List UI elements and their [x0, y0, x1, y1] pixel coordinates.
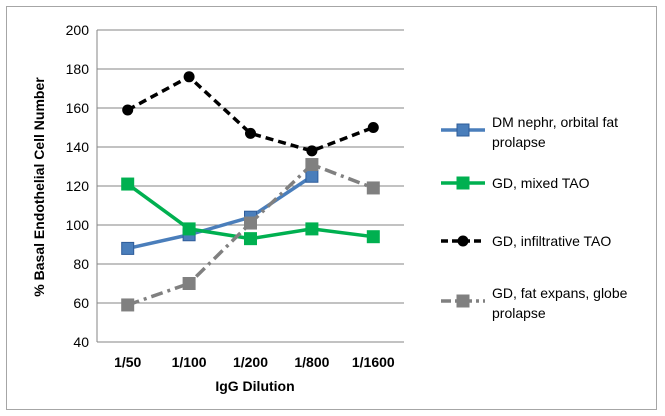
legend: DM nephr, orbital fat prolapse GD, mixed T… — [441, 114, 628, 321]
data-point — [244, 232, 257, 246]
data-point — [366, 181, 380, 195]
x-tick-label: 1/800 — [294, 354, 329, 370]
y-tick-label: 40 — [73, 334, 89, 350]
y-tick-label: 160 — [66, 100, 90, 116]
series-line — [126, 75, 374, 153]
legend-label: GD, infiltrative TAO — [492, 233, 611, 249]
data-point — [122, 104, 134, 116]
data-point — [457, 235, 469, 247]
x-axis-title: IgG Dilution — [215, 378, 294, 394]
data-point — [121, 298, 135, 312]
legend-item: GD, fat expans, globe prolapse — [441, 285, 628, 321]
y-tick-label: 200 — [66, 22, 90, 38]
data-point — [182, 277, 196, 290]
data-point — [366, 230, 380, 244]
x-tick-label: 1/100 — [172, 354, 207, 370]
legend-label: GD, fat expans, globe — [492, 285, 628, 301]
gridlines — [96, 29, 404, 343]
y-tick-label: 140 — [66, 139, 90, 155]
legend-label: prolapse — [492, 134, 546, 150]
data-point — [306, 145, 318, 157]
data-point — [367, 122, 379, 133]
data-point — [456, 176, 470, 190]
legend-label: GD, mixed TAO — [492, 175, 590, 191]
legend-label: DM nephr, orbital fat — [492, 114, 618, 130]
x-tick-label: 1/1600 — [352, 354, 395, 370]
series-line — [127, 174, 313, 251]
data-point — [456, 123, 470, 137]
y-tick-label: 120 — [66, 178, 90, 194]
y-tick-label: 60 — [73, 295, 89, 311]
data-point — [121, 177, 135, 191]
data-point — [182, 222, 196, 236]
data-point — [305, 169, 319, 183]
data-point — [305, 158, 319, 172]
data-point — [456, 294, 470, 308]
y-axis-title: % Basal Endothelial Cell Number — [31, 77, 47, 297]
legend-label: prolapse — [492, 305, 546, 321]
data-point — [245, 127, 256, 139]
y-tick-label: 100 — [66, 217, 90, 233]
legend-item: GD, infiltrative TAO — [441, 233, 611, 249]
legend-item: GD, mixed TAO — [441, 175, 590, 191]
series-4 — [121, 158, 380, 312]
data-point — [121, 241, 135, 255]
series-3 — [122, 71, 379, 157]
x-tick-label: 1/200 — [233, 354, 268, 370]
y-axis-ticks: 40 60 80 100 120 140 160 180 200 — [66, 22, 90, 350]
data-point — [305, 222, 319, 236]
chart-frame — [6, 6, 657, 410]
series-lines — [121, 71, 380, 312]
y-tick-label: 180 — [66, 61, 90, 77]
data-point — [183, 71, 195, 83]
data-point — [244, 216, 257, 230]
x-tick-label: 1/50 — [114, 354, 141, 370]
y-tick-label: 80 — [73, 256, 89, 272]
x-axis-ticks: 1/50 1/100 1/200 1/800 1/1600 — [114, 354, 395, 370]
series-1 — [121, 169, 319, 255]
series-2 — [121, 177, 380, 246]
legend-item: DM nephr, orbital fat prolapse — [441, 114, 618, 150]
